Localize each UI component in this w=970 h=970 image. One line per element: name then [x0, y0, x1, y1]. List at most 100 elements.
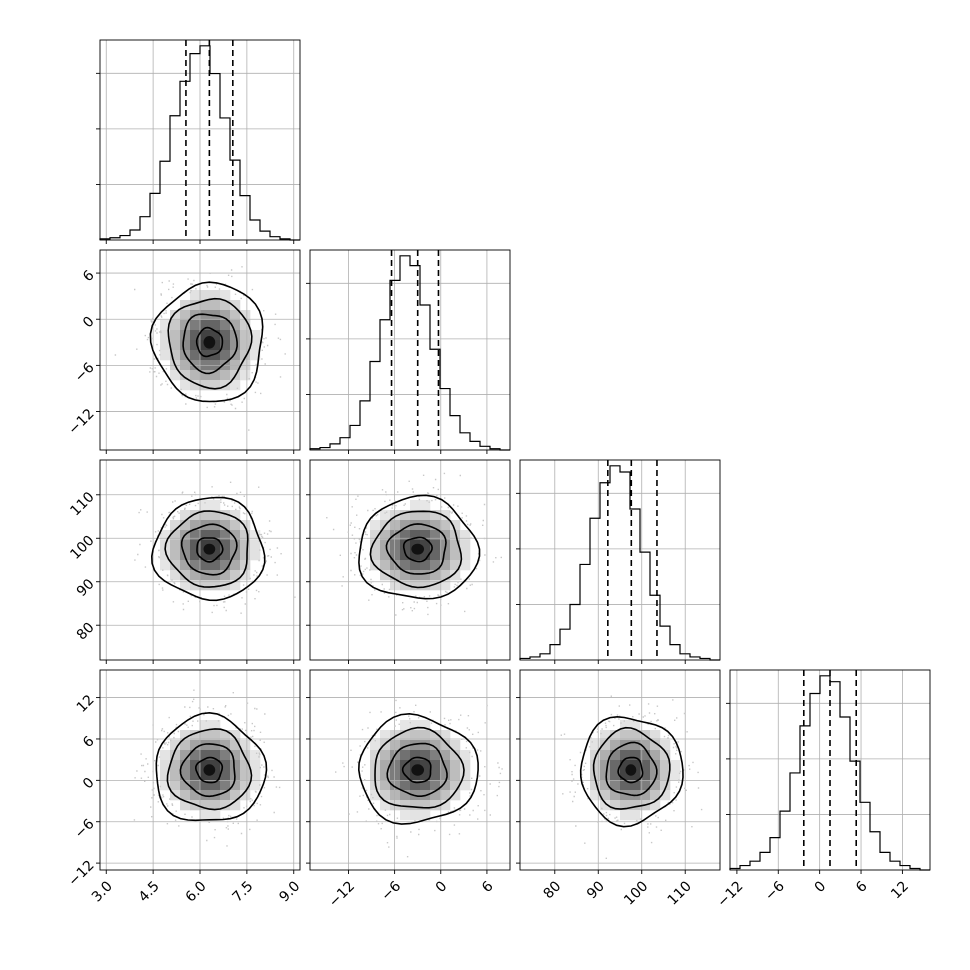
panel-3-2-density-cell [630, 810, 641, 821]
frames-layer [96, 39, 931, 874]
panel-3-1-contour-0 [401, 756, 432, 784]
panel-3-0-density-cell [180, 730, 191, 741]
panel-1-0-density-cell [190, 300, 201, 311]
panel-1-0-density-cell [210, 370, 221, 381]
panel-3-2-density-cell [590, 740, 601, 751]
panel-3-1-density-cell [420, 780, 431, 791]
panel-3-0-density-cell [180, 800, 191, 811]
panel-1-0-contour-2 [167, 297, 253, 390]
panel-3-2-density-cell [600, 770, 611, 781]
panel-2-0-density-cell [190, 510, 201, 521]
panel-1-0-density-cell [170, 320, 181, 331]
panel-3-0-density-cell [210, 750, 221, 761]
panel-3-1-density-cell [410, 740, 421, 751]
panel-3-0-density-cell [200, 780, 211, 791]
panel-3-0-density-cell [200, 740, 211, 751]
panel-3-2-density-cell [640, 780, 651, 791]
panel-3-2-density-cell [660, 780, 671, 791]
panel-3-0-density-cell [160, 750, 171, 761]
y-tick-label-2-3: 110 [67, 489, 97, 519]
panel-3-1-contour-2 [374, 726, 465, 809]
panel-2-1-density-cell [380, 570, 391, 581]
panel-2-0-density-cell [190, 560, 201, 571]
panel-3-0-density-cell [190, 770, 201, 781]
panel-2-0-density-cell [210, 550, 221, 561]
panel-3-1-density-cell [410, 750, 421, 761]
panel-2-1-density-cell [410, 570, 421, 581]
panel-1-0-density-cell [240, 350, 251, 361]
panel-2-0-density-cell [190, 540, 201, 551]
panel-2-1-density-cell [380, 540, 391, 551]
panel-2-1-density-cell [420, 580, 431, 591]
panel-3-1-contour-3 [357, 712, 479, 825]
panel-1-0-density-cell [230, 310, 241, 321]
panel-2-1-density-cell [460, 550, 471, 561]
panel-2-1-density-cell [400, 540, 411, 551]
panel-3-0-density-cell [240, 750, 251, 761]
panel-1-0-density-cell [240, 320, 251, 331]
panel-3-2-density-cell [610, 800, 621, 811]
panel-3-2-density-cell [640, 740, 651, 751]
panel-3-1-density-cell [420, 730, 431, 741]
panel-3-0-density-cell [180, 760, 191, 771]
panel-3-0-density-cell [220, 750, 231, 761]
panel-2-1-frame [309, 459, 511, 661]
panel-3-0-density-cell [210, 770, 221, 781]
panel-2-1-density-cell [430, 560, 441, 571]
panel-1-0-density-cell [200, 290, 211, 301]
x-tick-label-3-4: 12 [888, 878, 912, 902]
panel-2-0-density-cell [220, 560, 231, 571]
panel-2-0-contour-2 [164, 510, 249, 588]
panel-2-0-density-cell [180, 580, 191, 591]
panel-2-1-density-cell [420, 510, 431, 521]
panel-3-1-density-cell [440, 730, 451, 741]
panel-3-2-density-cell [620, 760, 631, 771]
panel-3-2-contour-1 [605, 741, 658, 797]
panel-3-1-density-cell [410, 780, 421, 791]
panel-3-0-frame [99, 669, 301, 871]
panel-3-0-density-cell [230, 790, 241, 801]
panel-2-0-density-cell [250, 550, 261, 561]
panel-1-0-density-cell [190, 290, 201, 301]
panel-2-1-density-cell [370, 540, 381, 551]
panel-2-0-density-cell [180, 520, 191, 531]
panel-3-2-density-cell [610, 750, 621, 761]
panel-3-0-contour-2 [166, 728, 253, 811]
panel-3-2-density-cell [600, 800, 611, 811]
panel-1-0-density-cell [250, 340, 261, 351]
panel-1-0-density-cell [180, 310, 191, 321]
panel-3-1-density-cell [430, 770, 441, 781]
panel-2-0-density-cell [200, 570, 211, 581]
panel-3-2-density-cell [660, 770, 671, 781]
panel-1-0-density-cell [240, 370, 251, 381]
x-tick-label-0-2: 6.0 [183, 878, 210, 905]
panel-1-0-density-cell [160, 350, 171, 361]
panel-1-0-density-cell [200, 380, 211, 391]
panel-3-1-density-cell [370, 790, 381, 801]
y-tick-label-3-4: 12 [74, 692, 98, 716]
panel-2-1-density-cell [430, 570, 441, 581]
panel-1-0-density-cell [180, 300, 191, 311]
panel-3-0-density-cell [210, 780, 221, 791]
panel-2-1-contour-1 [385, 523, 447, 575]
x-tick-label-3-3: 6 [853, 878, 871, 896]
panel-3-1-density-cell [420, 760, 431, 771]
histogram-2 [519, 465, 720, 661]
panel-3-2-density-cell [630, 770, 641, 781]
panel-2-1-density-cell [450, 530, 461, 541]
panel-2-1-density-cell [450, 520, 461, 531]
panel-1-0-density-cell [180, 380, 191, 391]
panel-3-2-density-cell [590, 790, 601, 801]
panel-2-0-density-cell [170, 550, 181, 561]
panel-3-3-frame [729, 669, 931, 871]
panel-3-0-density-cell [220, 800, 231, 811]
panel-3-0-density-cell [250, 770, 261, 781]
panel-3-0-density-cell [160, 760, 171, 771]
y-tick-label-2-1: 90 [74, 576, 98, 600]
panel-1-0-density-cell [160, 340, 171, 351]
panel-3-0-density-cell [180, 770, 191, 781]
panel-2-1-density-cell [440, 560, 451, 571]
panel-1-0-density-cell [240, 310, 251, 321]
panel-1-0-density-cell [170, 340, 181, 351]
panel-2-1-density-cell [450, 560, 461, 571]
